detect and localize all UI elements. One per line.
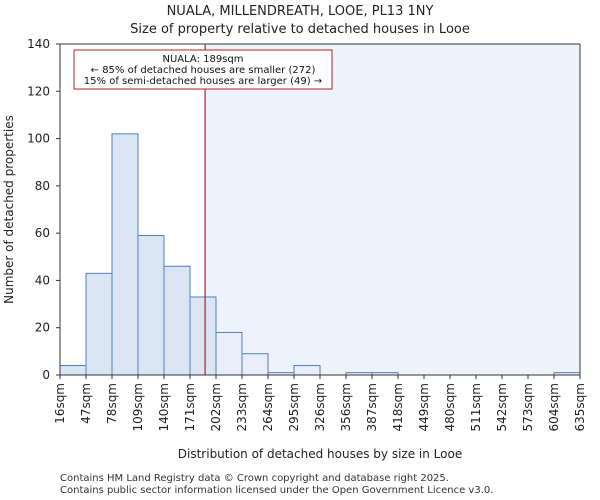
histogram-bar xyxy=(189,296,217,376)
x-tick-label: 387sqm xyxy=(365,383,379,431)
x-tick-label: 16sqm xyxy=(53,383,67,424)
x-tick-label: 418sqm xyxy=(391,383,405,431)
y-tick-label: 40 xyxy=(35,273,50,287)
x-tick-label: 264sqm xyxy=(261,383,275,431)
footer-line-2: Contains public sector information licen… xyxy=(60,485,494,496)
x-tick-label: 604sqm xyxy=(547,383,561,431)
x-tick-label: 171sqm xyxy=(183,383,197,431)
histogram-bar xyxy=(111,133,139,376)
annotation-box xyxy=(73,49,333,90)
y-tick-label: 60 xyxy=(35,226,50,240)
x-tick-label: 356sqm xyxy=(339,383,353,431)
histogram-bar xyxy=(215,331,243,376)
histogram-bar xyxy=(85,272,113,376)
x-tick-label: 109sqm xyxy=(131,383,145,431)
annotation-line-1: NUALA: 189sqm xyxy=(162,54,243,65)
annotation-line-2: ← 85% of detached houses are smaller (27… xyxy=(91,65,316,76)
x-tick-label: 202sqm xyxy=(209,383,223,431)
y-tick-label: 140 xyxy=(27,37,50,51)
y-tick-label: 20 xyxy=(35,321,50,335)
x-axis-label: Distribution of detached houses by size … xyxy=(178,447,462,461)
y-tick-label: 80 xyxy=(35,179,50,193)
histogram-bar xyxy=(163,265,191,376)
x-tick-label: 47sqm xyxy=(79,383,93,424)
x-tick-label: 511sqm xyxy=(469,383,483,431)
x-tick-label: 449sqm xyxy=(417,383,431,431)
chart-subtitle: Size of property relative to detached ho… xyxy=(130,22,470,37)
x-tick-label: 326sqm xyxy=(313,383,327,431)
x-tick-label: 573sqm xyxy=(521,383,535,431)
histogram-bar xyxy=(293,365,321,376)
x-tick-label: 295sqm xyxy=(287,383,301,431)
histogram-bar xyxy=(59,365,87,376)
histogram-bar xyxy=(241,353,269,376)
y-tick-label: 0 xyxy=(42,368,50,382)
footer-line-1: Contains HM Land Registry data © Crown c… xyxy=(60,473,449,484)
x-tick-label: 635sqm xyxy=(573,383,587,431)
chart-title: NUALA, MILLENDREATH, LOOE, PL13 1NY xyxy=(166,4,434,19)
x-tick-label: 542sqm xyxy=(495,383,509,431)
x-tick-label: 480sqm xyxy=(443,383,457,431)
x-tick-label: 78sqm xyxy=(105,383,119,424)
annotation-line-3: 15% of semi-detached houses are larger (… xyxy=(84,76,322,87)
y-tick-label: 100 xyxy=(27,132,50,146)
y-axis-label: Number of detached properties xyxy=(2,115,16,304)
x-tick-label: 233sqm xyxy=(235,383,249,431)
y-tick-label: 120 xyxy=(27,84,50,98)
x-tick-label: 140sqm xyxy=(157,383,171,431)
histogram-bar xyxy=(137,235,165,376)
right-region-shade xyxy=(205,44,580,375)
